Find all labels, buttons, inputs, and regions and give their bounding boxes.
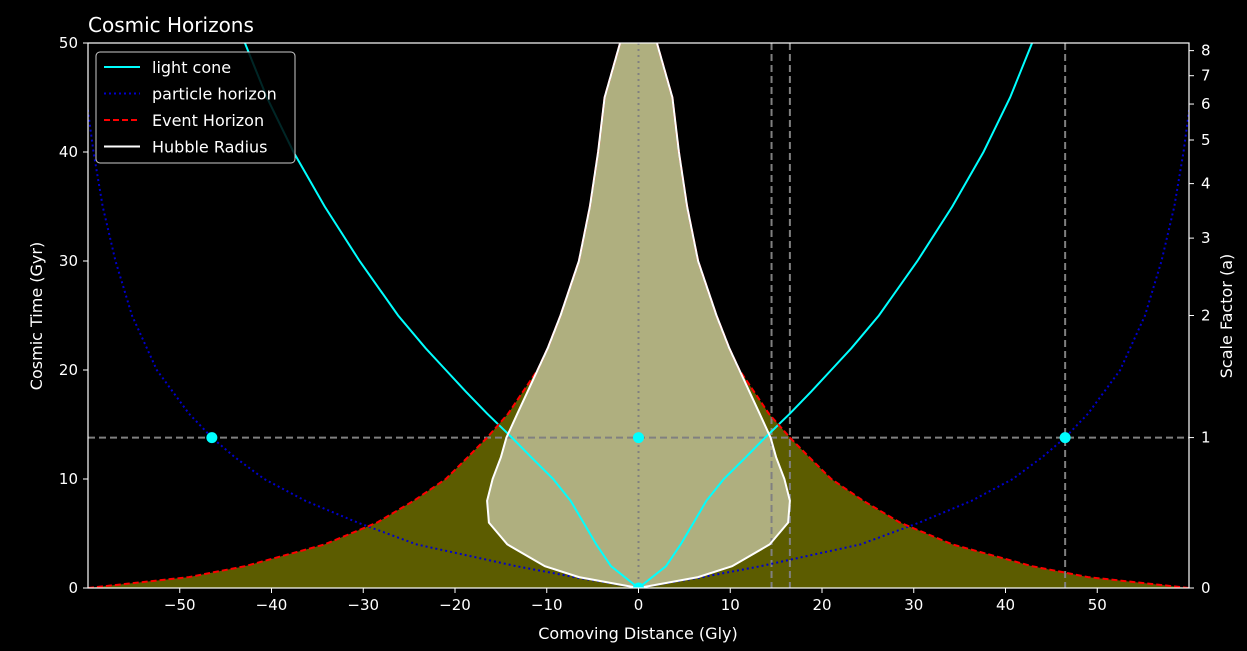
secondary-y-axis: 0 1 2 3 4 5 6 7 8 <box>1189 42 1211 597</box>
light-cone-left <box>243 43 640 588</box>
y-tick-label: 30 <box>59 252 78 270</box>
y2-tick-label: 2 <box>1201 307 1211 325</box>
hubble-radius-fill <box>487 43 790 588</box>
light-cone-right <box>637 43 1034 588</box>
x-axis: −50 −40 −30 −20 −10 0 10 20 30 40 50 <box>164 588 1107 614</box>
y2-tick-label: 7 <box>1201 67 1211 85</box>
legend-label: particle horizon <box>152 85 277 104</box>
x-tick-label: −50 <box>164 596 196 614</box>
legend-label: Hubble Radius <box>152 138 268 157</box>
x-tick-label: 0 <box>634 596 644 614</box>
x-tick-label: −20 <box>439 596 471 614</box>
y-tick-label: 40 <box>59 143 78 161</box>
y2-tick-label: 6 <box>1201 95 1211 113</box>
legend-label: Event Horizon <box>152 111 264 130</box>
y2-tick-label: 1 <box>1201 429 1211 447</box>
x-tick-label: 40 <box>996 596 1015 614</box>
hubble-radius-right <box>638 43 791 588</box>
hubble-radius-left <box>486 43 639 588</box>
legend: light cone particle horizon Event Horizon H… <box>95 51 296 164</box>
event-marker <box>206 432 218 444</box>
y2-tick-label: 4 <box>1201 175 1211 193</box>
legend-label: light cone <box>152 58 231 77</box>
particle-horizon-left <box>88 103 639 588</box>
plot-content <box>88 43 1189 588</box>
x-tick-label: 20 <box>812 596 831 614</box>
x-axis-label: Comoving Distance (Gly) <box>538 624 737 643</box>
x-tick-label: −40 <box>256 596 288 614</box>
event-marker <box>633 582 644 588</box>
y-tick-label: 50 <box>59 34 78 52</box>
y2-tick-label: 5 <box>1201 131 1211 149</box>
y-tick-label: 20 <box>59 361 78 379</box>
y2-tick-label: 0 <box>1201 579 1211 597</box>
event-marker <box>1059 432 1071 444</box>
particle-horizon-right <box>638 103 1189 588</box>
chart-title: Cosmic Horizons <box>88 13 254 37</box>
y2-axis-label: Scale Factor (a) <box>1217 254 1236 378</box>
x-tick-label: −10 <box>531 596 563 614</box>
x-tick-label: 50 <box>1088 596 1107 614</box>
y-tick-label: 10 <box>59 470 78 488</box>
y2-tick-label: 3 <box>1201 229 1211 247</box>
x-tick-label: 30 <box>904 596 923 614</box>
y-axis-label: Cosmic Time (Gyr) <box>27 242 46 390</box>
x-tick-label: 10 <box>721 596 740 614</box>
x-tick-label: −30 <box>347 596 379 614</box>
y2-tick-label: 8 <box>1201 42 1211 60</box>
plot-area <box>88 43 1189 588</box>
legend-box <box>95 51 296 164</box>
y-tick-label: 0 <box>68 579 78 597</box>
y-axis: 0 10 20 30 40 50 <box>59 34 88 597</box>
event-marker <box>633 432 644 444</box>
